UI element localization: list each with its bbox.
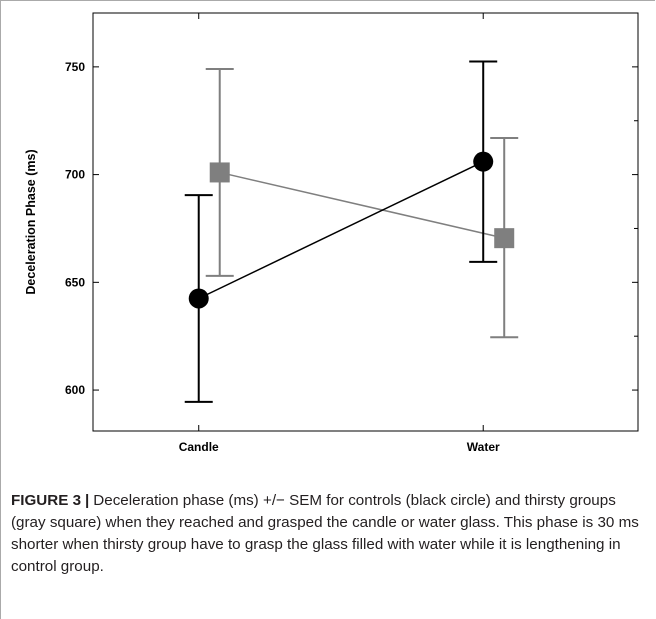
axis-ticks: 600 650 700 750 Candle Water [65, 13, 638, 454]
y-tick-label: 750 [65, 60, 85, 74]
y-tick-label: 600 [65, 383, 85, 397]
series-line [198, 160, 484, 300]
x-tick-label: Candle [179, 440, 219, 454]
caption-text: Deceleration phase (ms) +/− SEM for cont… [11, 492, 639, 575]
figure-label: FIGURE 3 [11, 492, 82, 509]
caption-separator: | [85, 492, 90, 509]
chart: 600 650 700 750 Candle Water Deceleration Pha… [24, 12, 639, 454]
data-point-square [209, 162, 230, 183]
series-line [219, 171, 505, 239]
series-layer [184, 60, 519, 403]
plot-area [92, 12, 639, 432]
data-point-circle [188, 288, 209, 309]
data-point-square [494, 228, 515, 249]
y-tick-label: 700 [65, 168, 85, 182]
figure-caption: FIGURE 3 | Deceleration phase (ms) +/− SEM… [11, 490, 651, 578]
y-tick-label: 650 [65, 275, 85, 289]
y-axis-label: Deceleration Phase (ms) [24, 149, 38, 294]
data-point-circle [473, 151, 494, 172]
x-tick-label: Water [467, 440, 500, 454]
